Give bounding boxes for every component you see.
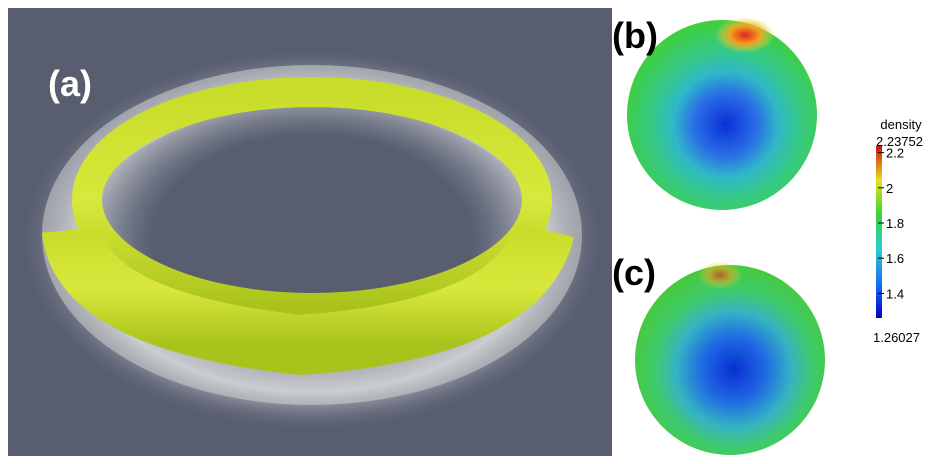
tick-label: 2: [886, 181, 893, 196]
colorbar-title: density: [880, 117, 922, 132]
tick-label: 1.6: [886, 251, 904, 266]
tick-label: 2.2: [886, 146, 904, 161]
tick-label: 1.4: [886, 286, 904, 301]
colorbar: density 2.23752 1.26027 1.4 1.6 1.8 2 2.2: [873, 117, 923, 345]
panel-label: (a): [48, 63, 92, 104]
colorbar-max: 2.23752: [876, 134, 923, 149]
panel-b: (b): [612, 15, 817, 210]
panel-label: (c): [612, 252, 656, 293]
panel-a: (a): [8, 8, 612, 456]
colorbar-ramp: [876, 146, 882, 318]
panel-c: (c): [612, 252, 825, 455]
panel-label: (b): [612, 15, 658, 56]
tick-label: 1.8: [886, 216, 904, 231]
colorbar-min: 1.26027: [873, 330, 920, 345]
